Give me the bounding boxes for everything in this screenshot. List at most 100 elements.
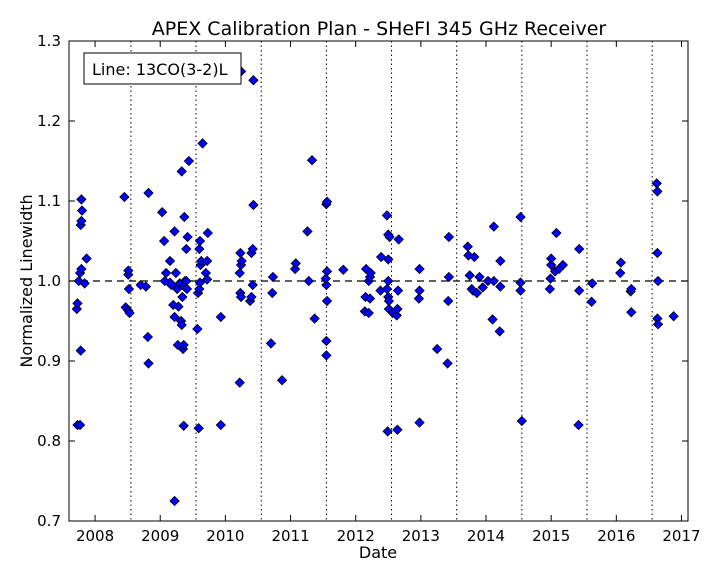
data-point bbox=[75, 345, 86, 356]
y-tick-label: 1.2 bbox=[37, 112, 61, 130]
data-point bbox=[392, 285, 404, 296]
data-point bbox=[393, 234, 404, 245]
data-point bbox=[181, 283, 193, 295]
data-point bbox=[76, 205, 88, 216]
data-point bbox=[265, 338, 277, 349]
data-point bbox=[544, 283, 556, 295]
data-point bbox=[469, 251, 480, 263]
data-point bbox=[414, 417, 425, 428]
data-point bbox=[267, 271, 279, 283]
data-point bbox=[321, 266, 333, 277]
y-tick-label: 0.9 bbox=[37, 352, 61, 370]
data-point bbox=[235, 291, 247, 303]
data-point bbox=[234, 377, 245, 388]
data-point bbox=[202, 227, 213, 239]
data-point bbox=[158, 235, 170, 247]
data-point bbox=[392, 424, 403, 435]
data-point bbox=[183, 155, 195, 167]
data-point bbox=[464, 270, 475, 281]
data-point bbox=[290, 258, 301, 269]
data-point bbox=[338, 264, 349, 275]
data-point bbox=[557, 259, 569, 271]
data-point bbox=[488, 275, 499, 287]
data-point bbox=[321, 350, 332, 361]
data-point bbox=[363, 307, 374, 319]
data-point bbox=[652, 275, 664, 287]
data-point bbox=[276, 375, 288, 386]
x-tick-label: 2016 bbox=[597, 527, 635, 545]
data-point bbox=[573, 419, 584, 431]
data-point bbox=[123, 265, 134, 276]
data-point bbox=[76, 263, 87, 275]
annotation-frame bbox=[83, 52, 242, 85]
data-point bbox=[143, 187, 154, 199]
data-point bbox=[164, 255, 176, 267]
data-point bbox=[587, 278, 598, 289]
data-point bbox=[384, 231, 395, 243]
data-point bbox=[303, 275, 314, 287]
data-point bbox=[463, 250, 474, 261]
data-point bbox=[364, 293, 376, 304]
data-point bbox=[381, 210, 393, 221]
annotation-box: Line: 13CO(3-2)L bbox=[83, 52, 242, 85]
data-point bbox=[119, 191, 130, 203]
y-tick-label: 0.8 bbox=[37, 432, 61, 450]
data-point bbox=[169, 311, 180, 323]
data-point bbox=[477, 282, 488, 293]
data-point bbox=[267, 287, 278, 299]
x-tick-label: 2009 bbox=[141, 527, 179, 545]
data-point bbox=[176, 166, 187, 177]
axis-ticks bbox=[69, 40, 688, 522]
data-point bbox=[194, 235, 206, 247]
data-point bbox=[140, 281, 152, 292]
data-point bbox=[487, 314, 498, 325]
data-point bbox=[495, 255, 506, 267]
data-point bbox=[574, 285, 585, 296]
data-point bbox=[178, 339, 189, 351]
data-point bbox=[443, 231, 455, 243]
data-point bbox=[474, 271, 485, 283]
data-point bbox=[494, 326, 505, 337]
y-tick-label: 0.7 bbox=[37, 512, 61, 530]
data-point bbox=[546, 259, 557, 271]
data-point bbox=[626, 307, 637, 318]
data-point bbox=[306, 155, 318, 166]
data-point bbox=[302, 226, 313, 237]
data-point bbox=[194, 283, 205, 295]
data-point bbox=[321, 279, 332, 291]
data-point bbox=[76, 215, 87, 227]
data-point bbox=[246, 291, 257, 303]
data-point bbox=[157, 207, 168, 218]
x-tick-label: 2013 bbox=[402, 527, 440, 545]
data-point bbox=[79, 278, 90, 289]
data-point bbox=[74, 419, 86, 431]
data-point bbox=[551, 227, 562, 239]
data-point bbox=[413, 293, 425, 304]
data-point bbox=[176, 319, 187, 331]
data-point bbox=[615, 257, 627, 268]
data-point bbox=[182, 231, 193, 243]
data-point bbox=[392, 303, 403, 315]
data-point bbox=[194, 277, 206, 288]
data-point bbox=[383, 254, 394, 265]
data-point bbox=[652, 186, 663, 197]
data-point bbox=[391, 310, 402, 321]
data-point bbox=[173, 301, 184, 312]
data-point bbox=[515, 211, 526, 223]
data-point bbox=[81, 253, 92, 264]
data-point bbox=[545, 273, 556, 284]
data-point bbox=[123, 283, 135, 295]
x-tick-label: 2017 bbox=[662, 527, 700, 545]
data-point bbox=[546, 253, 557, 264]
data-point bbox=[321, 196, 333, 207]
data-point bbox=[178, 420, 189, 431]
data-point bbox=[615, 267, 626, 279]
data-point bbox=[488, 221, 499, 232]
x-axis-label: Date bbox=[359, 543, 397, 562]
data-point bbox=[516, 415, 528, 427]
x-tick-label: 2008 bbox=[76, 527, 114, 545]
x-tick-label: 2010 bbox=[206, 527, 244, 545]
data-point bbox=[166, 279, 177, 291]
y-axis-label: Normalized Linewidth bbox=[17, 194, 36, 367]
data-point bbox=[471, 287, 483, 299]
